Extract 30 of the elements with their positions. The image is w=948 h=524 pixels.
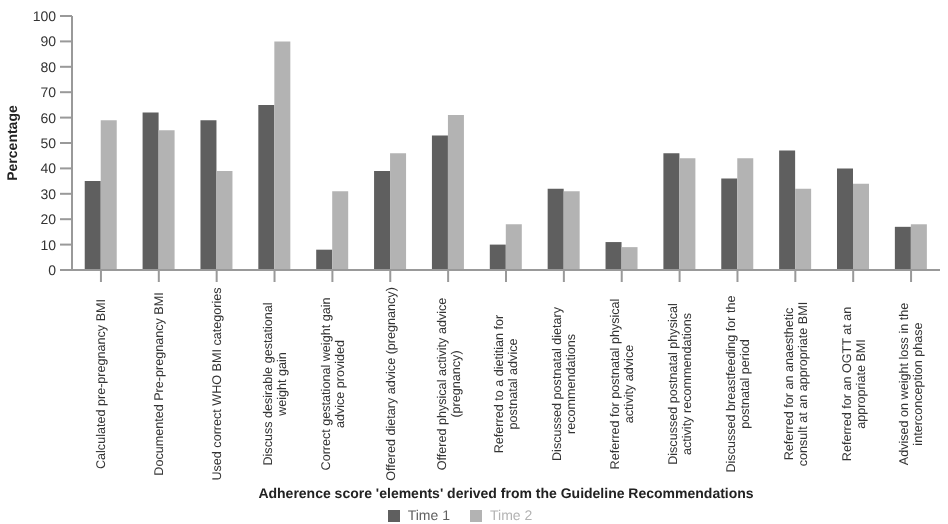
bar: [374, 170, 391, 270]
bar: [505, 224, 522, 270]
bar: [100, 120, 117, 270]
bar: [779, 150, 796, 270]
bar: [142, 112, 159, 270]
bar: [158, 130, 175, 270]
bar: [679, 158, 696, 270]
bar: [489, 244, 506, 270]
bar: [216, 170, 233, 270]
bar: [894, 226, 911, 270]
bar: [663, 153, 680, 270]
bar: [721, 178, 738, 270]
bar: [547, 188, 564, 270]
bar: [390, 153, 407, 270]
bar: [332, 191, 349, 270]
bar: [605, 242, 622, 270]
bar: [84, 181, 101, 270]
bar: [910, 224, 927, 270]
bar: [316, 249, 333, 270]
bar: [837, 168, 853, 270]
bar: [447, 115, 464, 270]
bar: [274, 41, 291, 270]
bar: [795, 188, 812, 270]
bar: [621, 247, 638, 270]
bar: [853, 183, 869, 270]
bar: [563, 191, 580, 270]
bar: [258, 104, 275, 270]
bar: [200, 120, 217, 270]
bar: [431, 135, 448, 270]
bar: [737, 158, 754, 270]
